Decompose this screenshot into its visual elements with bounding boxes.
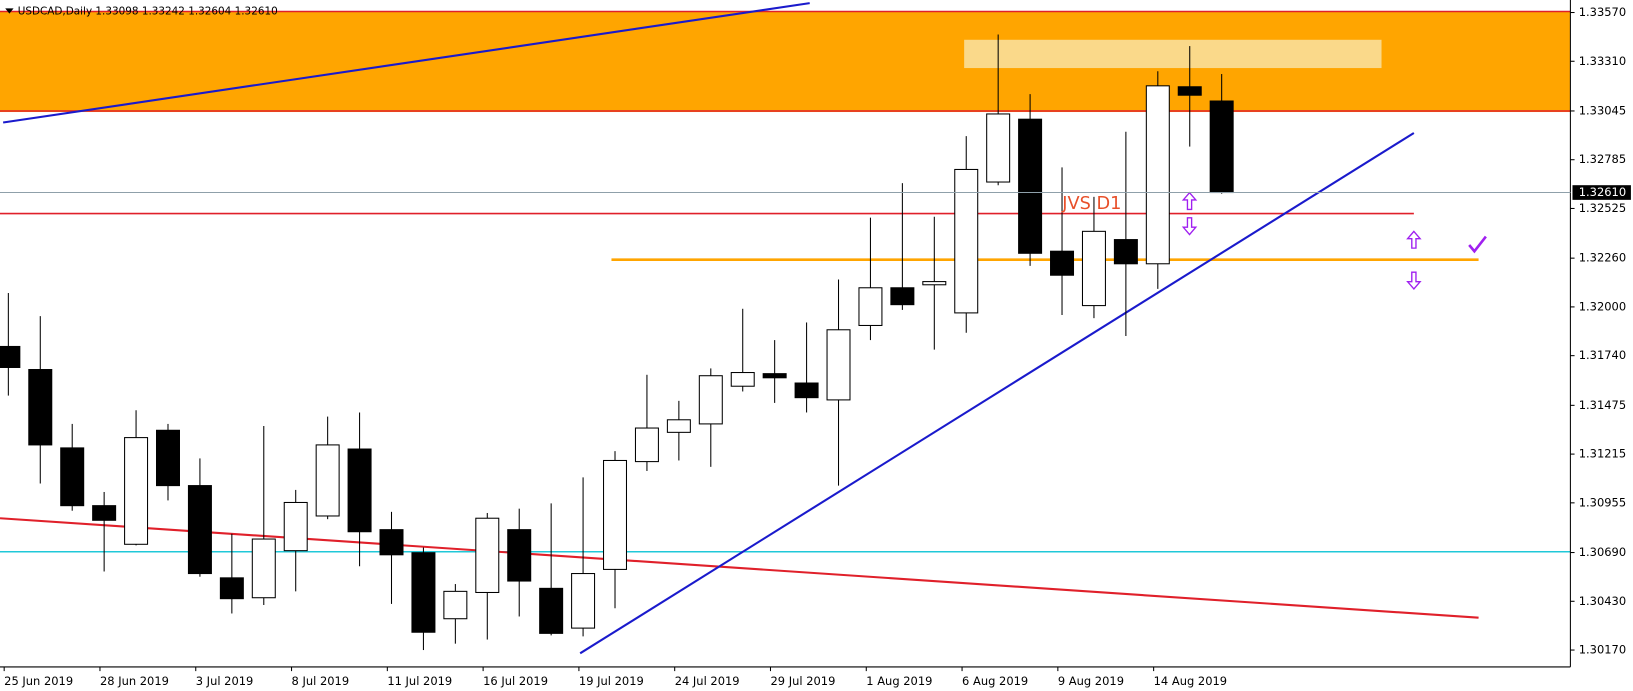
y-tick-label: 1.30955: [1579, 495, 1626, 509]
y-tick-label: 1.30170: [1579, 643, 1626, 657]
x-tick-label: 9 Aug 2019: [1058, 674, 1124, 688]
candle-body: [890, 287, 915, 306]
candle-body: [379, 529, 404, 556]
trend-line: [0, 517, 1479, 619]
candle-body: [347, 448, 372, 533]
candle-body: [539, 587, 564, 634]
down-arrow: [1406, 271, 1422, 291]
y-tick-label: 1.33310: [1579, 54, 1626, 68]
y-tick-label: 1.30690: [1579, 545, 1626, 559]
x-tick-label: 19 Jul 2019: [579, 674, 644, 688]
x-tick-label: 6 Aug 2019: [962, 674, 1028, 688]
y-tick-label: 1.32525: [1579, 201, 1626, 215]
y-tick-label: 1.33045: [1579, 103, 1626, 117]
candle-body: [283, 501, 308, 552]
candle-body: [986, 113, 1011, 183]
candle-body: [1081, 230, 1106, 307]
candle-body: [1209, 100, 1234, 194]
y-tick-label: 1.30430: [1579, 594, 1626, 608]
x-tick-label: 1 Aug 2019: [866, 674, 932, 688]
x-tick-label: 3 Jul 2019: [196, 674, 254, 688]
x-tick-label: 25 Jun 2019: [4, 674, 73, 688]
candle-body: [60, 447, 85, 507]
candle-body: [1018, 118, 1043, 254]
y-tick-label: 1.31740: [1579, 348, 1626, 362]
annotation: JVS D1: [1061, 194, 1121, 214]
candle-body: [28, 369, 53, 446]
check-mark: [1468, 235, 1487, 254]
candle-body: [1113, 239, 1138, 265]
candle-body: [698, 375, 723, 425]
up-arrow: [1181, 191, 1198, 211]
y-tick-label: 1.32785: [1579, 152, 1626, 166]
x-tick-label: 8 Jul 2019: [292, 674, 350, 688]
trend-line: [2, 2, 810, 124]
y-tick-label: 1.31215: [1579, 447, 1626, 461]
candle-body: [155, 429, 180, 487]
candle-body: [92, 505, 117, 521]
y-tick-label: 1.31475: [1579, 398, 1626, 412]
candle-body: [187, 485, 212, 575]
up-arrow: [1406, 230, 1422, 249]
candle-body: [251, 538, 276, 599]
highlight-zone: [964, 39, 1382, 69]
trend-line: [579, 132, 1415, 655]
candle-body: [571, 573, 596, 629]
menu-triangle: [5, 8, 14, 14]
candle-body: [124, 437, 149, 545]
chart-title: USDCAD,Daily 1.33098 1.33242 1.32604 1.3…: [18, 6, 278, 18]
candle-body: [443, 590, 468, 620]
candle-body: [475, 517, 500, 594]
candle-body: [1145, 85, 1170, 265]
candle-body: [411, 552, 436, 633]
y-tick-label: 1.33570: [1579, 5, 1626, 19]
candles: [0, 34, 1234, 651]
x-tick-label: 24 Jul 2019: [675, 674, 740, 688]
candle-body: [1177, 86, 1202, 96]
candle-body: [666, 419, 691, 433]
candle-body: [858, 287, 883, 326]
arrows: [1181, 191, 1487, 291]
x-tick-label: 29 Jul 2019: [770, 674, 835, 688]
candle-body: [315, 444, 340, 517]
candle-body: [794, 382, 819, 399]
candle-body: [603, 459, 628, 570]
down-arrow: [1181, 217, 1198, 236]
candle-body: [0, 345, 21, 368]
candle-body: [219, 577, 244, 600]
candle-body: [1050, 250, 1075, 276]
candle-body: [762, 373, 787, 379]
candle-body: [634, 427, 659, 463]
x-tick-label: 28 Jun 2019: [100, 674, 169, 688]
current-price-box: [1572, 185, 1631, 200]
x-tick-label: 16 Jul 2019: [483, 674, 548, 688]
x-tick-label: 11 Jul 2019: [387, 674, 452, 688]
y-tick-label: 1.32000: [1579, 299, 1626, 313]
candle-body: [954, 168, 979, 314]
y-tick-label: 1.32260: [1579, 251, 1626, 265]
candle-body: [922, 281, 947, 286]
x-tick-label: 14 Aug 2019: [1154, 674, 1227, 688]
current-price-label: 1.32610: [1579, 185, 1626, 199]
candle-body: [730, 372, 755, 387]
candle-body: [826, 329, 851, 401]
candle-body: [507, 529, 532, 582]
